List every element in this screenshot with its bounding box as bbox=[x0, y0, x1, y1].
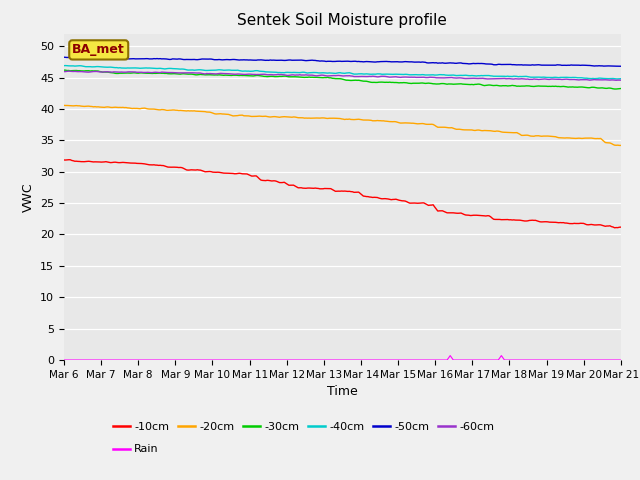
-60cm bbox=[228, 71, 236, 77]
-60cm bbox=[65, 68, 72, 74]
-60cm bbox=[588, 77, 595, 83]
-40cm bbox=[130, 65, 138, 71]
-40cm bbox=[228, 67, 236, 73]
-60cm bbox=[255, 72, 263, 77]
-10cm bbox=[60, 157, 68, 163]
Line: Rain: Rain bbox=[64, 356, 621, 360]
-10cm bbox=[228, 170, 236, 176]
-40cm bbox=[305, 70, 313, 76]
Line: -30cm: -30cm bbox=[64, 70, 621, 89]
-40cm bbox=[588, 76, 595, 82]
-40cm bbox=[60, 63, 68, 69]
-10cm bbox=[246, 173, 254, 179]
Line: -40cm: -40cm bbox=[64, 66, 621, 79]
-40cm bbox=[614, 76, 621, 82]
-50cm bbox=[226, 57, 234, 62]
Rain bbox=[254, 357, 262, 363]
-60cm bbox=[60, 69, 68, 74]
-60cm bbox=[612, 77, 620, 83]
-20cm bbox=[244, 113, 252, 119]
-30cm bbox=[586, 85, 594, 91]
-50cm bbox=[586, 62, 594, 68]
Rain bbox=[60, 357, 68, 363]
-30cm bbox=[303, 74, 311, 80]
-20cm bbox=[617, 143, 625, 148]
-40cm bbox=[617, 76, 625, 82]
-40cm bbox=[61, 63, 69, 69]
-30cm bbox=[244, 73, 252, 79]
Line: -60cm: -60cm bbox=[64, 71, 621, 80]
-10cm bbox=[255, 176, 263, 182]
-10cm bbox=[617, 224, 625, 230]
-30cm bbox=[254, 72, 262, 78]
Rain bbox=[226, 357, 234, 363]
-60cm bbox=[617, 77, 625, 83]
-50cm bbox=[617, 63, 625, 69]
Legend: Rain: Rain bbox=[109, 440, 163, 459]
-30cm bbox=[60, 67, 68, 73]
-20cm bbox=[303, 115, 311, 121]
Y-axis label: VWC: VWC bbox=[22, 182, 35, 212]
Rain bbox=[446, 353, 454, 359]
Rain bbox=[588, 357, 595, 363]
-30cm bbox=[129, 70, 136, 76]
-10cm bbox=[305, 185, 313, 191]
-50cm bbox=[303, 58, 311, 63]
-20cm bbox=[254, 113, 262, 119]
-60cm bbox=[305, 72, 313, 78]
-20cm bbox=[586, 135, 594, 141]
Rain bbox=[303, 357, 311, 363]
-50cm bbox=[616, 63, 623, 69]
-10cm bbox=[130, 160, 138, 166]
-50cm bbox=[129, 56, 136, 61]
Rain bbox=[129, 357, 136, 363]
-10cm bbox=[588, 222, 595, 228]
Title: Sentek Soil Moisture profile: Sentek Soil Moisture profile bbox=[237, 13, 447, 28]
-20cm bbox=[129, 106, 136, 111]
-20cm bbox=[60, 103, 68, 108]
-50cm bbox=[254, 57, 262, 63]
-30cm bbox=[617, 85, 625, 91]
-60cm bbox=[130, 69, 138, 75]
-40cm bbox=[255, 68, 263, 74]
Line: -50cm: -50cm bbox=[64, 57, 621, 66]
-30cm bbox=[612, 86, 620, 92]
Rain bbox=[617, 357, 625, 363]
-20cm bbox=[226, 112, 234, 118]
-10cm bbox=[611, 225, 618, 231]
Text: BA_met: BA_met bbox=[72, 43, 125, 56]
-50cm bbox=[244, 57, 252, 63]
Line: -10cm: -10cm bbox=[64, 160, 621, 228]
-40cm bbox=[246, 69, 254, 74]
-30cm bbox=[226, 72, 234, 78]
-50cm bbox=[60, 54, 68, 60]
-60cm bbox=[246, 72, 254, 77]
X-axis label: Time: Time bbox=[327, 385, 358, 398]
Line: -20cm: -20cm bbox=[64, 106, 621, 145]
Rain bbox=[244, 357, 252, 363]
-10cm bbox=[67, 157, 74, 163]
